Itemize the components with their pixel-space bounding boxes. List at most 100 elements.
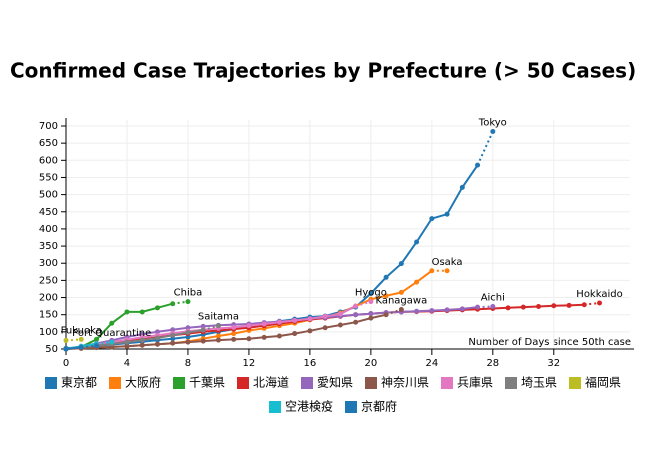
legend-label: 北海道 [253,375,289,390]
point [276,319,282,325]
point [444,211,450,217]
point [429,268,435,274]
y-tick-label: 250 [39,275,58,286]
point [444,268,450,274]
point [200,327,206,333]
legend-swatch [441,377,453,389]
point [139,342,145,348]
legend-swatch [109,377,121,389]
y-tick-label: 700 [39,121,58,132]
x-tick-label: 8 [185,358,191,369]
series-label: Chiba [174,288,203,299]
point [459,184,465,190]
point [429,308,435,314]
point [414,239,420,245]
series-label: Aichi [481,292,505,303]
point [505,305,511,311]
point [109,339,115,345]
y-tick-label: 500 [39,190,58,201]
point [185,339,191,345]
point [383,293,389,299]
point [170,301,176,307]
series-label: Tokyo [478,117,507,128]
point [459,306,465,312]
point [78,344,84,350]
point [414,308,420,314]
legend-swatch [45,377,57,389]
grid [65,120,630,350]
point [368,290,374,296]
point [307,316,313,322]
point [124,339,130,345]
y-tick-label: 350 [39,241,58,252]
point [566,302,572,308]
point [475,162,481,168]
point [185,325,191,331]
point [551,303,557,309]
point [124,309,130,315]
point [63,346,69,352]
point [444,307,450,313]
legend-swatch [505,377,517,389]
point [353,319,359,325]
point [231,331,237,337]
point [154,335,160,341]
series-label: Hokkaido [576,289,622,300]
point [292,318,298,324]
x-tick-label: 24 [425,358,438,369]
point [215,337,221,343]
y-tick-label: 450 [39,207,58,218]
x-tick-label: 32 [547,358,560,369]
legend-label: 東京都 [61,376,97,390]
chart-title: Confirmed Case Trajectories by Prefectur… [10,59,636,83]
point [185,334,191,340]
point [322,325,328,331]
legend-label: 大阪府 [125,375,161,390]
x-tick-label: 16 [304,358,317,369]
point [170,332,176,338]
series-label: Kanagawa [375,296,427,307]
series-label: Port Quarantine [72,328,151,339]
x-tick-label: 4 [124,358,130,369]
legend-swatch [569,377,581,389]
point [368,311,374,317]
point [383,274,389,280]
point [414,279,420,285]
point [139,337,145,343]
y-tick-label: 600 [39,155,58,166]
y-tick-label: 50 [45,344,58,355]
point [246,336,252,342]
point [368,299,374,305]
x-axis-label: Number of Days since 50th case [468,337,631,348]
x-tick-label: 20 [364,358,377,369]
point [200,323,206,329]
legend-label: 愛知県 [317,376,353,390]
point [597,300,603,306]
point [231,336,237,342]
y-tick-label: 300 [39,258,58,269]
point [292,331,298,337]
point [520,304,526,310]
point [398,289,404,295]
x-tick-label: 12 [243,358,256,369]
legend-label: 兵庫県 [457,376,493,390]
point [261,334,267,340]
series-label: Osaka [432,257,463,268]
y-tick-label: 400 [39,224,58,235]
point [170,336,176,342]
legend-label: 京都府 [361,399,397,414]
point [383,312,389,318]
legend-swatch [237,377,249,389]
point [490,303,496,309]
point [154,329,160,335]
point [170,327,176,333]
x-tick-label: 0 [63,358,69,369]
point [93,343,99,349]
point [63,337,69,343]
point [261,321,267,327]
point [337,322,343,328]
point [93,336,99,342]
point [200,338,206,344]
series-label: Fukuoka [61,325,102,336]
point [368,315,374,321]
